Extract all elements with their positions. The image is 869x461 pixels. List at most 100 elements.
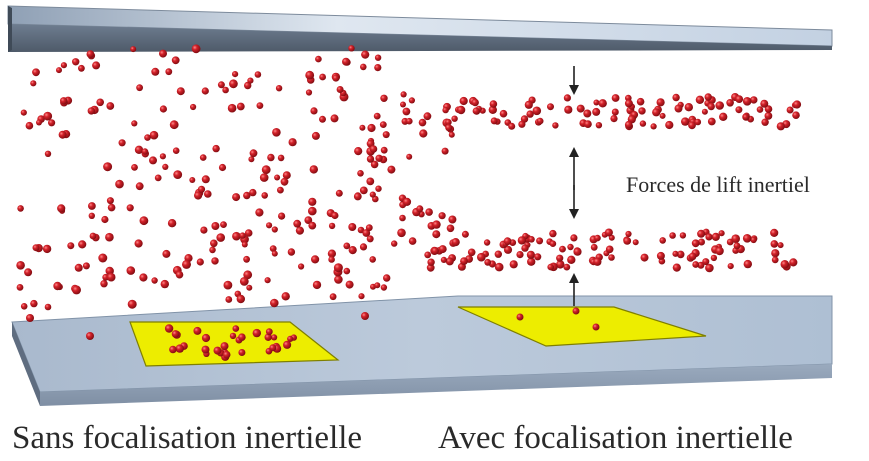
particle	[209, 246, 216, 254]
particle	[484, 258, 492, 266]
particle	[194, 191, 203, 200]
particle	[229, 79, 238, 89]
particle	[336, 86, 344, 93]
particle	[275, 85, 283, 92]
particle	[17, 205, 24, 212]
particle	[761, 118, 769, 126]
particle	[239, 277, 249, 286]
particle	[26, 314, 34, 322]
particle	[191, 44, 201, 54]
particle	[726, 99, 734, 107]
particle	[86, 332, 94, 340]
particle	[348, 246, 357, 255]
particle	[418, 118, 427, 127]
particle	[432, 220, 441, 229]
particle	[451, 238, 460, 247]
particle	[593, 257, 602, 266]
particle	[295, 226, 304, 235]
particle	[624, 99, 633, 108]
particle	[309, 165, 318, 174]
particle	[42, 244, 52, 254]
particle	[283, 340, 292, 349]
particle	[288, 138, 297, 147]
particle	[196, 258, 204, 266]
particle	[639, 120, 647, 127]
particle	[118, 139, 126, 147]
particle	[67, 242, 75, 250]
particle	[402, 197, 412, 206]
particle	[249, 149, 258, 158]
particle	[175, 270, 184, 279]
bottom-plate	[11, 295, 833, 406]
particle	[688, 252, 697, 261]
particle	[499, 109, 508, 118]
particle	[319, 73, 326, 81]
particle	[261, 165, 271, 175]
particle	[149, 130, 159, 140]
particle	[771, 249, 780, 258]
particle	[400, 101, 406, 108]
particle	[365, 224, 373, 232]
particle	[524, 100, 533, 109]
particle	[189, 177, 196, 183]
particle	[269, 344, 277, 352]
particle	[139, 216, 149, 226]
particle	[267, 153, 275, 162]
particle	[56, 67, 62, 74]
particle	[380, 94, 388, 103]
particle	[494, 262, 504, 272]
particle	[704, 93, 712, 101]
particle	[672, 263, 681, 272]
particle	[592, 107, 601, 116]
particle	[640, 253, 649, 262]
particle	[106, 102, 115, 110]
particle	[764, 105, 773, 113]
particle	[136, 84, 144, 92]
particle	[516, 251, 524, 259]
particle	[244, 81, 252, 90]
particle	[204, 190, 212, 198]
particle	[567, 255, 576, 264]
particle	[528, 236, 535, 243]
particle	[656, 98, 665, 107]
particle	[244, 229, 253, 237]
particle	[681, 117, 690, 126]
particle	[211, 222, 220, 230]
particle	[438, 212, 446, 220]
particle	[243, 191, 251, 200]
particle	[764, 112, 773, 120]
particle	[611, 108, 619, 116]
particle	[229, 332, 237, 340]
particle	[277, 186, 284, 194]
particle	[308, 206, 317, 216]
particle	[547, 103, 554, 111]
particle	[710, 254, 718, 262]
particle	[684, 103, 693, 112]
particle	[354, 147, 363, 156]
particle	[432, 230, 441, 239]
particle	[265, 328, 273, 336]
particle	[408, 237, 417, 245]
particle	[440, 256, 447, 263]
particle	[256, 102, 264, 109]
particle	[431, 247, 440, 255]
particle	[193, 326, 202, 335]
particle	[731, 234, 740, 243]
particle	[190, 103, 197, 111]
particle	[32, 244, 40, 252]
particle	[86, 50, 95, 58]
particle	[679, 232, 687, 239]
particle	[636, 97, 645, 106]
particle	[266, 222, 273, 229]
particle	[252, 328, 261, 338]
particle	[448, 215, 457, 224]
particle	[287, 335, 294, 342]
particle	[238, 333, 246, 342]
particle	[269, 245, 277, 253]
particle	[406, 153, 413, 160]
particle	[438, 245, 447, 254]
particle	[173, 170, 183, 180]
particle	[151, 277, 158, 284]
particle	[735, 106, 743, 114]
